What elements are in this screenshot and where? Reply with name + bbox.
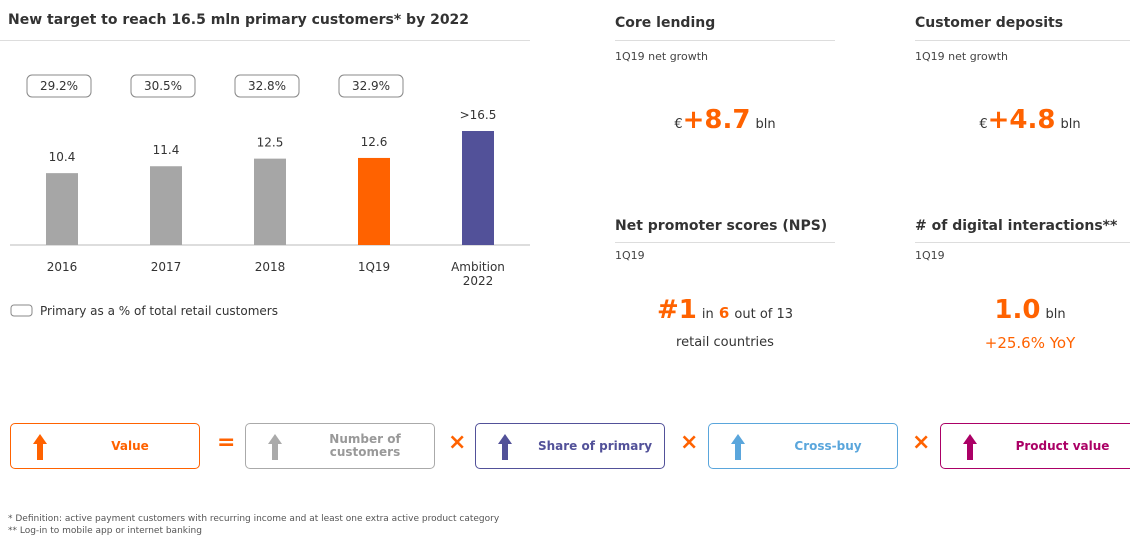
arrow-icon (268, 434, 282, 460)
divider (0, 40, 530, 41)
bar (358, 157, 390, 245)
text: 6 (718, 304, 730, 322)
kpi-growth: +25.6% YoY (984, 334, 1076, 352)
value-label: 10.4 (49, 150, 76, 164)
kpi-value: 1.0 bln (925, 295, 1130, 325)
footnote: * Definition: active payment customers w… (8, 514, 500, 524)
formula-box: Cross-buy (708, 423, 898, 469)
kpi-text: retail countries (676, 335, 774, 350)
kpi-value: #1 in 6 out of 13 (615, 295, 835, 325)
bar (462, 131, 494, 245)
arrow-icon (33, 434, 47, 460)
footnote: ** Log-in to mobile app or internet bank… (8, 526, 202, 536)
text: out of 13 (734, 307, 794, 322)
kpi-subtitle: 1Q19 (915, 249, 945, 262)
kpi-subtitle: 1Q19 net growth (615, 50, 708, 63)
operator: × (448, 430, 467, 455)
share-label: 32.9% (352, 79, 390, 93)
bar (254, 158, 286, 245)
x-tick-label: 2018 (254, 260, 286, 274)
currency: € (674, 117, 683, 132)
share-label: 32.8% (248, 79, 286, 93)
formula-term: Cross-buy (794, 438, 862, 453)
kpi-title: Customer deposits (915, 15, 1064, 31)
legend-swatch (10, 304, 33, 317)
value-label: 12.6 (361, 135, 388, 149)
chart: Primary as a % of total retail customers… (10, 74, 530, 318)
formula-term: Number of customers (329, 432, 401, 459)
kpi-title: Net promoter scores (NPS) (615, 218, 828, 234)
share-label: 30.5% (144, 79, 182, 93)
divider (615, 40, 835, 41)
share-box (234, 74, 300, 98)
kpi-subtitle: 1Q19 net growth (915, 50, 1008, 63)
x-tick-label: 1Q19 (357, 260, 391, 274)
value: +8.7 (682, 105, 751, 135)
x-tick-label: 2016 (46, 260, 78, 274)
formula-term: Product value (1015, 438, 1110, 453)
kpi-value: €+4.8 bln (925, 105, 1130, 135)
share-box (26, 74, 92, 98)
divider (915, 242, 1130, 243)
value: 1.0 (994, 295, 1041, 325)
currency: € (979, 117, 988, 132)
formula-box: Product value (940, 423, 1130, 469)
formula-term: Value (111, 438, 149, 453)
kpi-title: # of digital interactions** (915, 218, 1118, 234)
value-label: 11.4 (153, 143, 180, 157)
unit: bln (1045, 307, 1066, 322)
share-box (338, 74, 404, 98)
value: +4.8 (987, 105, 1056, 135)
value: #1 (656, 295, 697, 325)
bar (150, 166, 182, 245)
arrow-icon (731, 434, 745, 460)
chart-title: New target to reach 16.5 mln primary cus… (8, 12, 470, 28)
divider (915, 40, 1130, 41)
arrow-icon (498, 434, 512, 460)
share-box (130, 74, 196, 98)
value-label: 12.5 (257, 136, 284, 150)
value-label: >16.5 (460, 108, 497, 122)
bar (46, 173, 78, 245)
formula-box: Share of primary (475, 423, 665, 469)
legend-text: Primary as a % of total retail customers (40, 304, 278, 318)
unit: bln (1060, 117, 1081, 132)
operator: × (680, 430, 699, 455)
x-tick-label: Ambition 2022 (451, 260, 505, 288)
operator: = (217, 430, 236, 455)
formula-term: Share of primary (537, 438, 653, 453)
kpi-title: Core lending (615, 15, 716, 31)
formula-box: Value (10, 423, 200, 469)
divider (615, 242, 835, 243)
kpi-subtitle: 1Q19 (615, 249, 645, 262)
operator: × (912, 430, 931, 455)
formula-box: Number of customers (245, 423, 435, 469)
text: in (701, 307, 714, 322)
kpi-value: €+8.7 bln (615, 105, 835, 135)
arrow-icon (963, 434, 977, 460)
share-label: 29.2% (40, 79, 78, 93)
x-tick-label: 2017 (150, 260, 182, 274)
unit: bln (755, 117, 776, 132)
